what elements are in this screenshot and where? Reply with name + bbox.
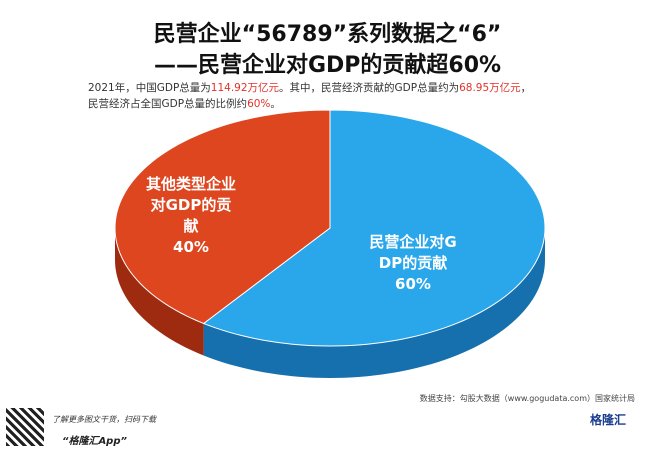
value-label: 60% [395, 275, 431, 293]
qr-code [6, 408, 44, 446]
slice-side [203, 228, 546, 378]
category-label: 其他类型企业对GDP的贡献 [146, 175, 237, 235]
subtitle-line: 2021年，中国GDP总量为114.92万亿元。其中，民营经济贡献的GDP总量约… [88, 80, 531, 96]
logo: 格隆汇 [590, 413, 627, 427]
subtitle: 2021年，中国GDP总量为114.92万亿元。其中，民营经济贡献的GDP总量约… [88, 80, 531, 112]
subtitle-part: 2021年，中国GDP总量为 [88, 82, 211, 94]
subtitle-line: 民营经济占全国GDP总量的比例约60%。 [88, 96, 531, 112]
subtitle-part: 60% [247, 98, 271, 110]
subtitle-part: 。其中，民营经济贡献的GDP总量约为 [279, 82, 460, 94]
slice-label: 民营企业对GDP的贡献 60% [368, 232, 458, 295]
value-label: 40% [173, 238, 209, 256]
subtitle-part: 68.95万亿元 [459, 82, 521, 94]
footer-note: 了解更多图文干货，扫码下载 [52, 415, 156, 424]
subtitle-part: 民营经济占全国GDP总量的比例约 [88, 98, 248, 110]
subtitle-part: 114.92万亿元 [210, 82, 280, 94]
category-label: 民营企业对GDP的贡献 [369, 233, 457, 272]
slice [202, 109, 546, 347]
subtitle-part: 。 [270, 98, 281, 110]
chart-title-line2: ——民营企业对GDP的贡献超60% [153, 53, 502, 78]
chart-title: 民营企业“56789”系列数据之“6” [153, 22, 502, 47]
footer-app: “格隆汇App” [62, 436, 127, 447]
subtitle-part: ， [520, 82, 532, 94]
slice [114, 109, 331, 325]
source: 数据支持：勾股大数据（www.gogudata.com）国家统计局 [419, 394, 635, 403]
slice-side [115, 228, 204, 356]
slice-label: 其他类型企业对GDP的贡献 40% [146, 174, 236, 258]
